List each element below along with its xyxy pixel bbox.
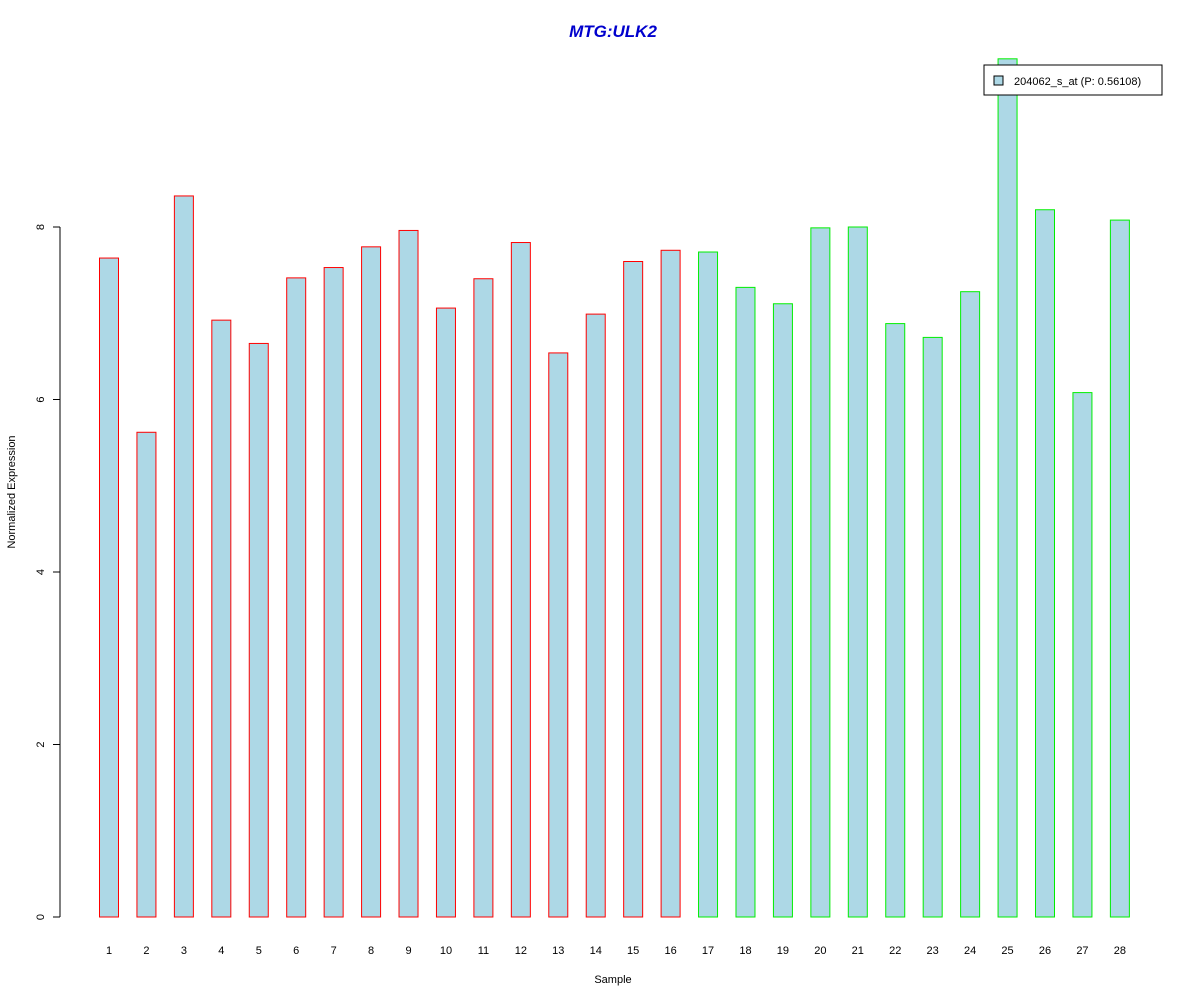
bar-sample-2: [136, 431, 157, 918]
bar-sample-22: [885, 323, 906, 918]
x-tick-label: 3: [181, 945, 187, 957]
bar-sample-15: [623, 261, 644, 918]
x-tick-label: 26: [1039, 945, 1051, 957]
x-tick-label: 5: [256, 945, 262, 957]
bar-sample-24: [960, 291, 981, 918]
bar-sample-5: [248, 342, 269, 918]
bar-sample-27: [1072, 392, 1093, 918]
x-tick-label: 12: [515, 945, 527, 957]
x-tick-label: 16: [664, 945, 676, 957]
bar-sample-26: [1035, 209, 1055, 918]
chart-title: MTG:ULK2: [569, 22, 657, 41]
bar-sample-12: [510, 242, 531, 918]
bar-sample-28: [1109, 219, 1130, 918]
x-tick-label: 19: [777, 945, 789, 957]
x-tick-label: 28: [1114, 945, 1126, 957]
x-tick-label: 27: [1076, 945, 1088, 957]
x-tick-label: 21: [852, 945, 864, 957]
legend-label: 204062_s_at (P: 0.56108): [1014, 76, 1141, 88]
x-tick-label: 25: [1001, 945, 1013, 957]
x-tick-label: 24: [964, 945, 976, 957]
y-tick-label: 0: [35, 914, 47, 920]
bar-sample-25: [997, 58, 1018, 918]
x-tick-label: 8: [368, 945, 374, 957]
bar-sample-18: [735, 286, 756, 918]
x-axis-label: Sample: [594, 974, 631, 986]
bar-sample-3: [173, 195, 194, 918]
bar-sample-4: [211, 319, 232, 918]
bar-sample-9: [398, 229, 419, 918]
bar-sample-14: [585, 313, 606, 918]
x-tick-label: 22: [889, 945, 901, 957]
legend-box: [983, 64, 1163, 96]
y-axis: 0 2 4 6 8: [35, 224, 61, 920]
x-tick-label: 1: [106, 945, 112, 957]
x-tick-label: 6: [293, 945, 299, 957]
bar-sample-13: [548, 352, 569, 918]
bar-sample-21: [847, 226, 868, 918]
bar-sample-11: [473, 278, 494, 918]
x-tick-label: 2: [143, 945, 149, 957]
legend: 204062_s_at (P: 0.56108): [983, 64, 1163, 96]
x-tick-label: 20: [814, 945, 826, 957]
y-tick-label: 6: [35, 396, 47, 402]
x-tick-label: 23: [927, 945, 939, 957]
bar-sample-16: [660, 249, 681, 918]
x-tick-label: 18: [739, 945, 751, 957]
x-tick-label: 7: [331, 945, 337, 957]
bar-sample-6: [286, 277, 307, 918]
x-tick-label: 10: [440, 945, 452, 957]
y-tick-label: 8: [35, 224, 47, 230]
y-tick-label: 2: [35, 741, 47, 747]
x-tick-label: 13: [552, 945, 564, 957]
bar-sample-23: [922, 336, 943, 918]
bar-sample-7: [323, 267, 344, 918]
bar-sample-17: [698, 251, 719, 918]
x-tick-label: 9: [405, 945, 411, 957]
bar-sample-8: [361, 246, 382, 918]
y-axis-label: Normalized Expression: [6, 435, 18, 548]
legend-swatch: [993, 75, 1004, 86]
x-tick-label: 17: [702, 945, 714, 957]
x-tick-labels: 1 2 3 4 5 6 7 8 9 10 11 12 13 14 15 16 17 18 19 20 21 22 23 24 2…: [106, 945, 1126, 957]
bars-group: [99, 58, 1130, 918]
bar-sample-19: [772, 303, 793, 918]
bar-sample-10: [435, 307, 456, 918]
x-tick-label: 11: [478, 945, 489, 957]
x-tick-label: 14: [590, 945, 602, 957]
y-tick-label: 4: [35, 569, 47, 575]
x-tick-label: 15: [627, 945, 639, 957]
bar-sample-20: [810, 227, 831, 918]
x-tick-label: 4: [218, 945, 224, 957]
bar-sample-1: [99, 257, 119, 918]
